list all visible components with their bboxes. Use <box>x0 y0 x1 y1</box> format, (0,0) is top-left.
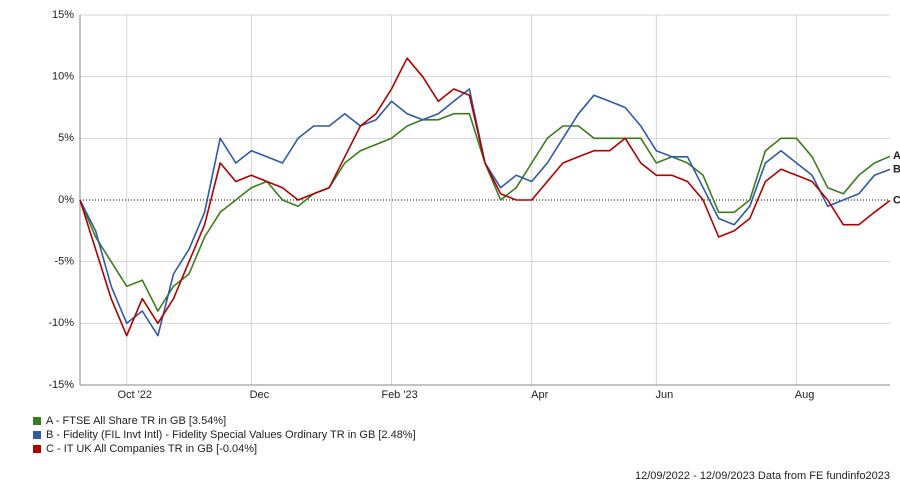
legend-swatch <box>33 431 41 439</box>
legend-swatch <box>33 445 41 453</box>
legend-label: C - IT UK All Companies TR in GB [-0.04%… <box>46 443 257 455</box>
x-tick-label: Apr <box>531 389 548 401</box>
end-label: B <box>893 163 900 175</box>
legend-swatch <box>33 417 41 425</box>
y-tick-label: 15% <box>52 9 74 21</box>
y-tick-label: 0% <box>58 194 74 206</box>
legend-label: A - FTSE All Share TR in GB [3.54%] <box>46 415 226 427</box>
x-tick-label: Jun <box>655 389 673 401</box>
footer: 12/09/2022 - 12/09/2023 Data from FE fun… <box>635 470 890 482</box>
series-line <box>79 57 891 337</box>
y-tick-label: -15% <box>48 379 74 391</box>
series-line <box>79 112 891 312</box>
x-tick-label: Dec <box>250 389 270 401</box>
y-tick-label: 5% <box>58 132 74 144</box>
y-tick-label: -10% <box>48 317 74 329</box>
legend-label: B - Fidelity (FIL Invt Intl) - Fidelity … <box>46 429 416 441</box>
series-line <box>79 88 891 337</box>
end-label: A <box>893 150 900 162</box>
x-tick-label: Aug <box>795 389 815 401</box>
y-tick-label: -5% <box>54 256 74 268</box>
x-tick-label: Oct '22 <box>117 389 152 401</box>
end-label: C <box>893 194 900 206</box>
x-tick-label: Feb '23 <box>381 389 417 401</box>
y-tick-label: 10% <box>52 71 74 83</box>
